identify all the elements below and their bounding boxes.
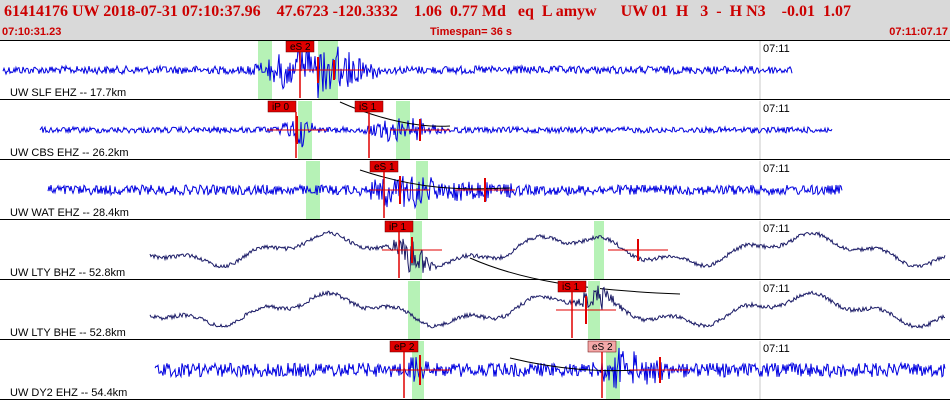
pick-label-box[interactable]	[267, 100, 297, 113]
pick-label[interactable]: eP 2	[394, 342, 415, 353]
travel-time-curve	[509, 357, 641, 372]
pick-window	[306, 161, 320, 219]
station-label: UW DY2 EHZ -- 54.4km	[10, 387, 127, 399]
waveform	[149, 285, 946, 330]
end-time: 07:11:07.17	[889, 26, 948, 38]
event-header: 61414176 UW 2018-07-31 07:10:37.96 47.67…	[0, 0, 950, 40]
minute-label: 07:11	[763, 163, 790, 175]
waveform	[39, 118, 833, 148]
pick-label[interactable]: iP 1	[389, 222, 406, 233]
trace-panel[interactable]: 07:11 eP 2 eS 2 UW DY2 EHZ -- 54.4km	[0, 340, 950, 400]
pick-label[interactable]: eS 1	[374, 162, 395, 173]
minute-label: 07:11	[763, 343, 790, 355]
station-label: UW LTY BHE -- 52.8km	[10, 327, 126, 339]
station-label: UW WAT EHZ -- 28.4km	[10, 207, 129, 219]
waveform	[47, 176, 843, 210]
minute-label: 07:11	[763, 103, 790, 115]
seismogram-panels[interactable]: 07:11 eS 2 UW SLF EHZ -- 17.7km 07:11 iP 0 iS…	[0, 40, 950, 400]
station-label: UW CBS EHZ -- 26.2km	[10, 147, 129, 159]
station-label: UW LTY BHZ -- 52.8km	[10, 267, 125, 279]
start-time: 07:10:31.23	[2, 26, 62, 38]
pick-window	[408, 281, 420, 339]
waveform	[154, 347, 946, 389]
travel-time-curve	[339, 101, 451, 127]
waveform	[2, 44, 793, 99]
travel-time-curve	[469, 257, 681, 295]
trace-panel[interactable]: 07:11 iP 1 UW LTY BHZ -- 52.8km	[0, 220, 950, 295]
minute-label: 07:11	[763, 223, 790, 235]
pick-label[interactable]: eS 2	[592, 342, 613, 353]
travel-time-curve	[359, 169, 511, 190]
station-label: UW SLF EHZ -- 17.7km	[10, 87, 126, 99]
pick-label[interactable]: iS 1	[562, 282, 580, 293]
minute-label: 07:11	[763, 43, 790, 55]
trace-panel[interactable]: 07:11 eS 1 UW WAT EHZ -- 28.4km	[0, 160, 950, 220]
minute-label: 07:11	[763, 283, 790, 295]
trace-panel[interactable]: 07:11 eS 2 UW SLF EHZ -- 17.7km	[0, 40, 950, 100]
trace-panel[interactable]: 07:11 iP 0 iS 1 UW CBS EHZ -- 26.2km	[0, 100, 950, 160]
trace-panel[interactable]: 07:11 iS 1 UW LTY BHE -- 52.8km	[0, 280, 950, 340]
pick-window	[594, 221, 604, 279]
pick-label[interactable]: iP 0	[272, 102, 289, 113]
seismogram-canvas[interactable]: 07:11 eS 2 UW SLF EHZ -- 17.7km 07:11 iP 0 iS…	[0, 40, 950, 400]
waveform	[149, 230, 946, 273]
timespan: Timespan= 36 s	[430, 26, 513, 38]
event-summary-line: 61414176 UW 2018-07-31 07:10:37.96 47.67…	[4, 3, 851, 20]
pick-label[interactable]: iS 1	[359, 102, 377, 113]
pick-label[interactable]: eS 2	[290, 42, 311, 53]
